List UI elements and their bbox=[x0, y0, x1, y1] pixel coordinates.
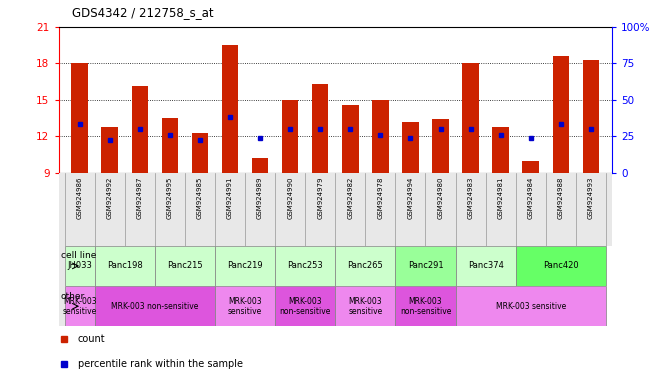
Bar bbox=[275, 286, 335, 326]
Text: GSM924991: GSM924991 bbox=[227, 177, 233, 219]
Bar bbox=[155, 246, 215, 286]
Bar bbox=[342, 105, 359, 173]
Text: GSM924987: GSM924987 bbox=[137, 177, 143, 219]
Text: Panc291: Panc291 bbox=[408, 262, 443, 270]
Text: GSM924995: GSM924995 bbox=[167, 177, 173, 219]
Text: MRK-003
sensitive: MRK-003 sensitive bbox=[62, 296, 97, 316]
Bar bbox=[64, 246, 94, 286]
Text: count: count bbox=[78, 334, 105, 344]
Bar bbox=[94, 286, 215, 326]
Bar bbox=[161, 118, 178, 173]
Bar bbox=[215, 246, 275, 286]
Text: GSM924989: GSM924989 bbox=[257, 177, 263, 219]
Bar bbox=[312, 84, 329, 173]
Text: GSM924978: GSM924978 bbox=[378, 177, 383, 219]
Bar bbox=[335, 286, 395, 326]
Text: MRK-003
sensitive: MRK-003 sensitive bbox=[348, 296, 383, 316]
Text: GSM924981: GSM924981 bbox=[497, 177, 504, 219]
Text: GSM924992: GSM924992 bbox=[107, 177, 113, 219]
Bar bbox=[456, 286, 606, 326]
Bar bbox=[191, 133, 208, 173]
Bar bbox=[553, 56, 569, 173]
Bar bbox=[282, 100, 298, 173]
Bar bbox=[395, 246, 456, 286]
Bar bbox=[456, 246, 516, 286]
Bar bbox=[372, 100, 389, 173]
Text: GSM924982: GSM924982 bbox=[347, 177, 353, 219]
Text: other: other bbox=[61, 292, 85, 301]
Bar bbox=[583, 60, 599, 173]
Bar bbox=[335, 246, 395, 286]
Text: GSM924994: GSM924994 bbox=[408, 177, 413, 219]
Text: Panc219: Panc219 bbox=[227, 262, 263, 270]
Text: GSM924993: GSM924993 bbox=[588, 177, 594, 219]
Bar bbox=[72, 63, 88, 173]
Text: MRK-003
sensitive: MRK-003 sensitive bbox=[228, 296, 262, 316]
Text: GSM924983: GSM924983 bbox=[467, 177, 473, 219]
Text: GDS4342 / 212758_s_at: GDS4342 / 212758_s_at bbox=[72, 6, 214, 19]
Bar bbox=[462, 63, 479, 173]
Bar bbox=[59, 246, 79, 286]
Bar bbox=[222, 45, 238, 173]
Text: Panc265: Panc265 bbox=[348, 262, 383, 270]
Text: Panc420: Panc420 bbox=[543, 262, 579, 270]
Bar bbox=[492, 127, 509, 173]
Text: Panc215: Panc215 bbox=[167, 262, 202, 270]
Text: percentile rank within the sample: percentile rank within the sample bbox=[78, 359, 243, 369]
Bar bbox=[252, 158, 268, 173]
Bar bbox=[59, 286, 79, 326]
Text: MRK-003 non-sensitive: MRK-003 non-sensitive bbox=[111, 302, 199, 311]
Bar bbox=[402, 122, 419, 173]
Bar bbox=[432, 119, 449, 173]
Bar bbox=[132, 86, 148, 173]
Bar bbox=[94, 246, 155, 286]
Text: MRK-003
non-sensitive: MRK-003 non-sensitive bbox=[400, 296, 451, 316]
Text: JH033: JH033 bbox=[67, 262, 92, 270]
Text: GSM924985: GSM924985 bbox=[197, 177, 203, 219]
Text: Panc374: Panc374 bbox=[467, 262, 504, 270]
Bar bbox=[523, 161, 539, 173]
Bar bbox=[102, 127, 118, 173]
Text: Panc253: Panc253 bbox=[287, 262, 323, 270]
Text: Panc198: Panc198 bbox=[107, 262, 143, 270]
Text: GSM924986: GSM924986 bbox=[77, 177, 83, 219]
Text: GSM924979: GSM924979 bbox=[317, 177, 324, 219]
Text: cell line: cell line bbox=[61, 252, 96, 260]
Text: GSM924980: GSM924980 bbox=[437, 177, 443, 219]
Bar bbox=[64, 286, 94, 326]
Bar bbox=[395, 286, 456, 326]
Bar bbox=[516, 246, 606, 286]
Text: GSM924984: GSM924984 bbox=[528, 177, 534, 219]
Text: GSM924990: GSM924990 bbox=[287, 177, 293, 219]
Bar bbox=[275, 246, 335, 286]
Text: MRK-003
non-sensitive: MRK-003 non-sensitive bbox=[279, 296, 331, 316]
Text: MRK-003 sensitive: MRK-003 sensitive bbox=[495, 302, 566, 311]
Bar bbox=[215, 286, 275, 326]
Text: GSM924988: GSM924988 bbox=[558, 177, 564, 219]
